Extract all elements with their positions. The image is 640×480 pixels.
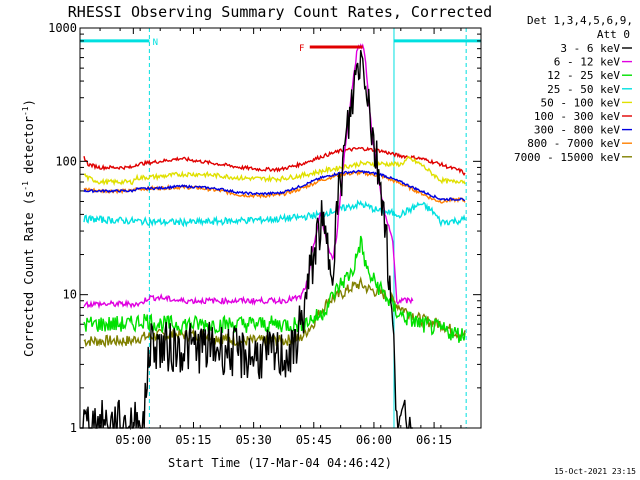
series-line-0 <box>80 49 413 431</box>
plot-area: NF <box>79 28 481 431</box>
legend-entry-label: 6 - 12 keV <box>554 56 621 69</box>
y-axis: 1 10 100 1000 <box>48 21 481 435</box>
series-line-1 <box>83 43 414 310</box>
legend-entry-label: 7000 - 15000 keV <box>514 151 620 164</box>
y-axis-label-sup2: -1 <box>21 106 30 116</box>
x-tick-label: 05:15 <box>175 433 211 447</box>
flag-label: N <box>153 38 158 48</box>
chart-title: RHESSI Observing Summary Count Rates, Co… <box>68 3 492 21</box>
legend-entry-label: 3 - 6 keV <box>560 42 620 55</box>
legend-entry-label: 12 - 25 keV <box>547 69 620 82</box>
x-tick-label: 06:15 <box>416 433 452 447</box>
x-tick-label: 05:00 <box>115 433 151 447</box>
flag-label: F <box>299 44 304 54</box>
y-axis-label: Corrected Count Rate (s-1 detector-1) <box>21 99 36 357</box>
y-axis-label-mid: detector <box>22 116 36 181</box>
legend-entry-label: 25 - 50 keV <box>547 83 620 96</box>
series-line-2 <box>83 235 466 343</box>
series-line-5 <box>83 146 466 177</box>
y-axis-label-end: ) <box>22 99 36 106</box>
y-tick-label: 1 <box>70 421 77 435</box>
generation-timestamp: 15-Oct-2021 23:15 <box>554 467 636 476</box>
legend-entry-label: 50 - 100 keV <box>541 96 621 109</box>
legend-entry-label: 300 - 800 keV <box>534 124 620 137</box>
legend-header-line2: Att 0 <box>597 28 630 41</box>
y-tick-label: 100 <box>55 154 77 168</box>
series-line-6 <box>83 169 466 202</box>
y-tick-label: 10 <box>63 288 77 302</box>
x-tick-label: 05:30 <box>236 433 272 447</box>
series-line-8 <box>83 276 466 349</box>
legend-header-line1: Det 1,3,4,5,6,9, <box>527 14 633 27</box>
series-line-4 <box>83 156 466 187</box>
legend-entry-label: 800 - 7000 keV <box>527 137 620 150</box>
legend-entry-label: 100 - 300 keV <box>534 110 620 123</box>
x-axis-label: Start Time (17-Mar-04 04:46:42) <box>168 456 392 470</box>
y-axis-label-sup1: -1 <box>21 181 30 191</box>
x-tick-label: 05:45 <box>296 433 332 447</box>
series-line-3 <box>83 199 466 228</box>
y-tick-label: 1000 <box>48 21 77 35</box>
y-axis-label-main: Corrected Count Rate (s <box>22 191 36 357</box>
x-tick-label: 06:00 <box>356 433 392 447</box>
x-axis: 05:00 05:15 05:30 05:45 06:00 06:15 <box>79 28 482 447</box>
